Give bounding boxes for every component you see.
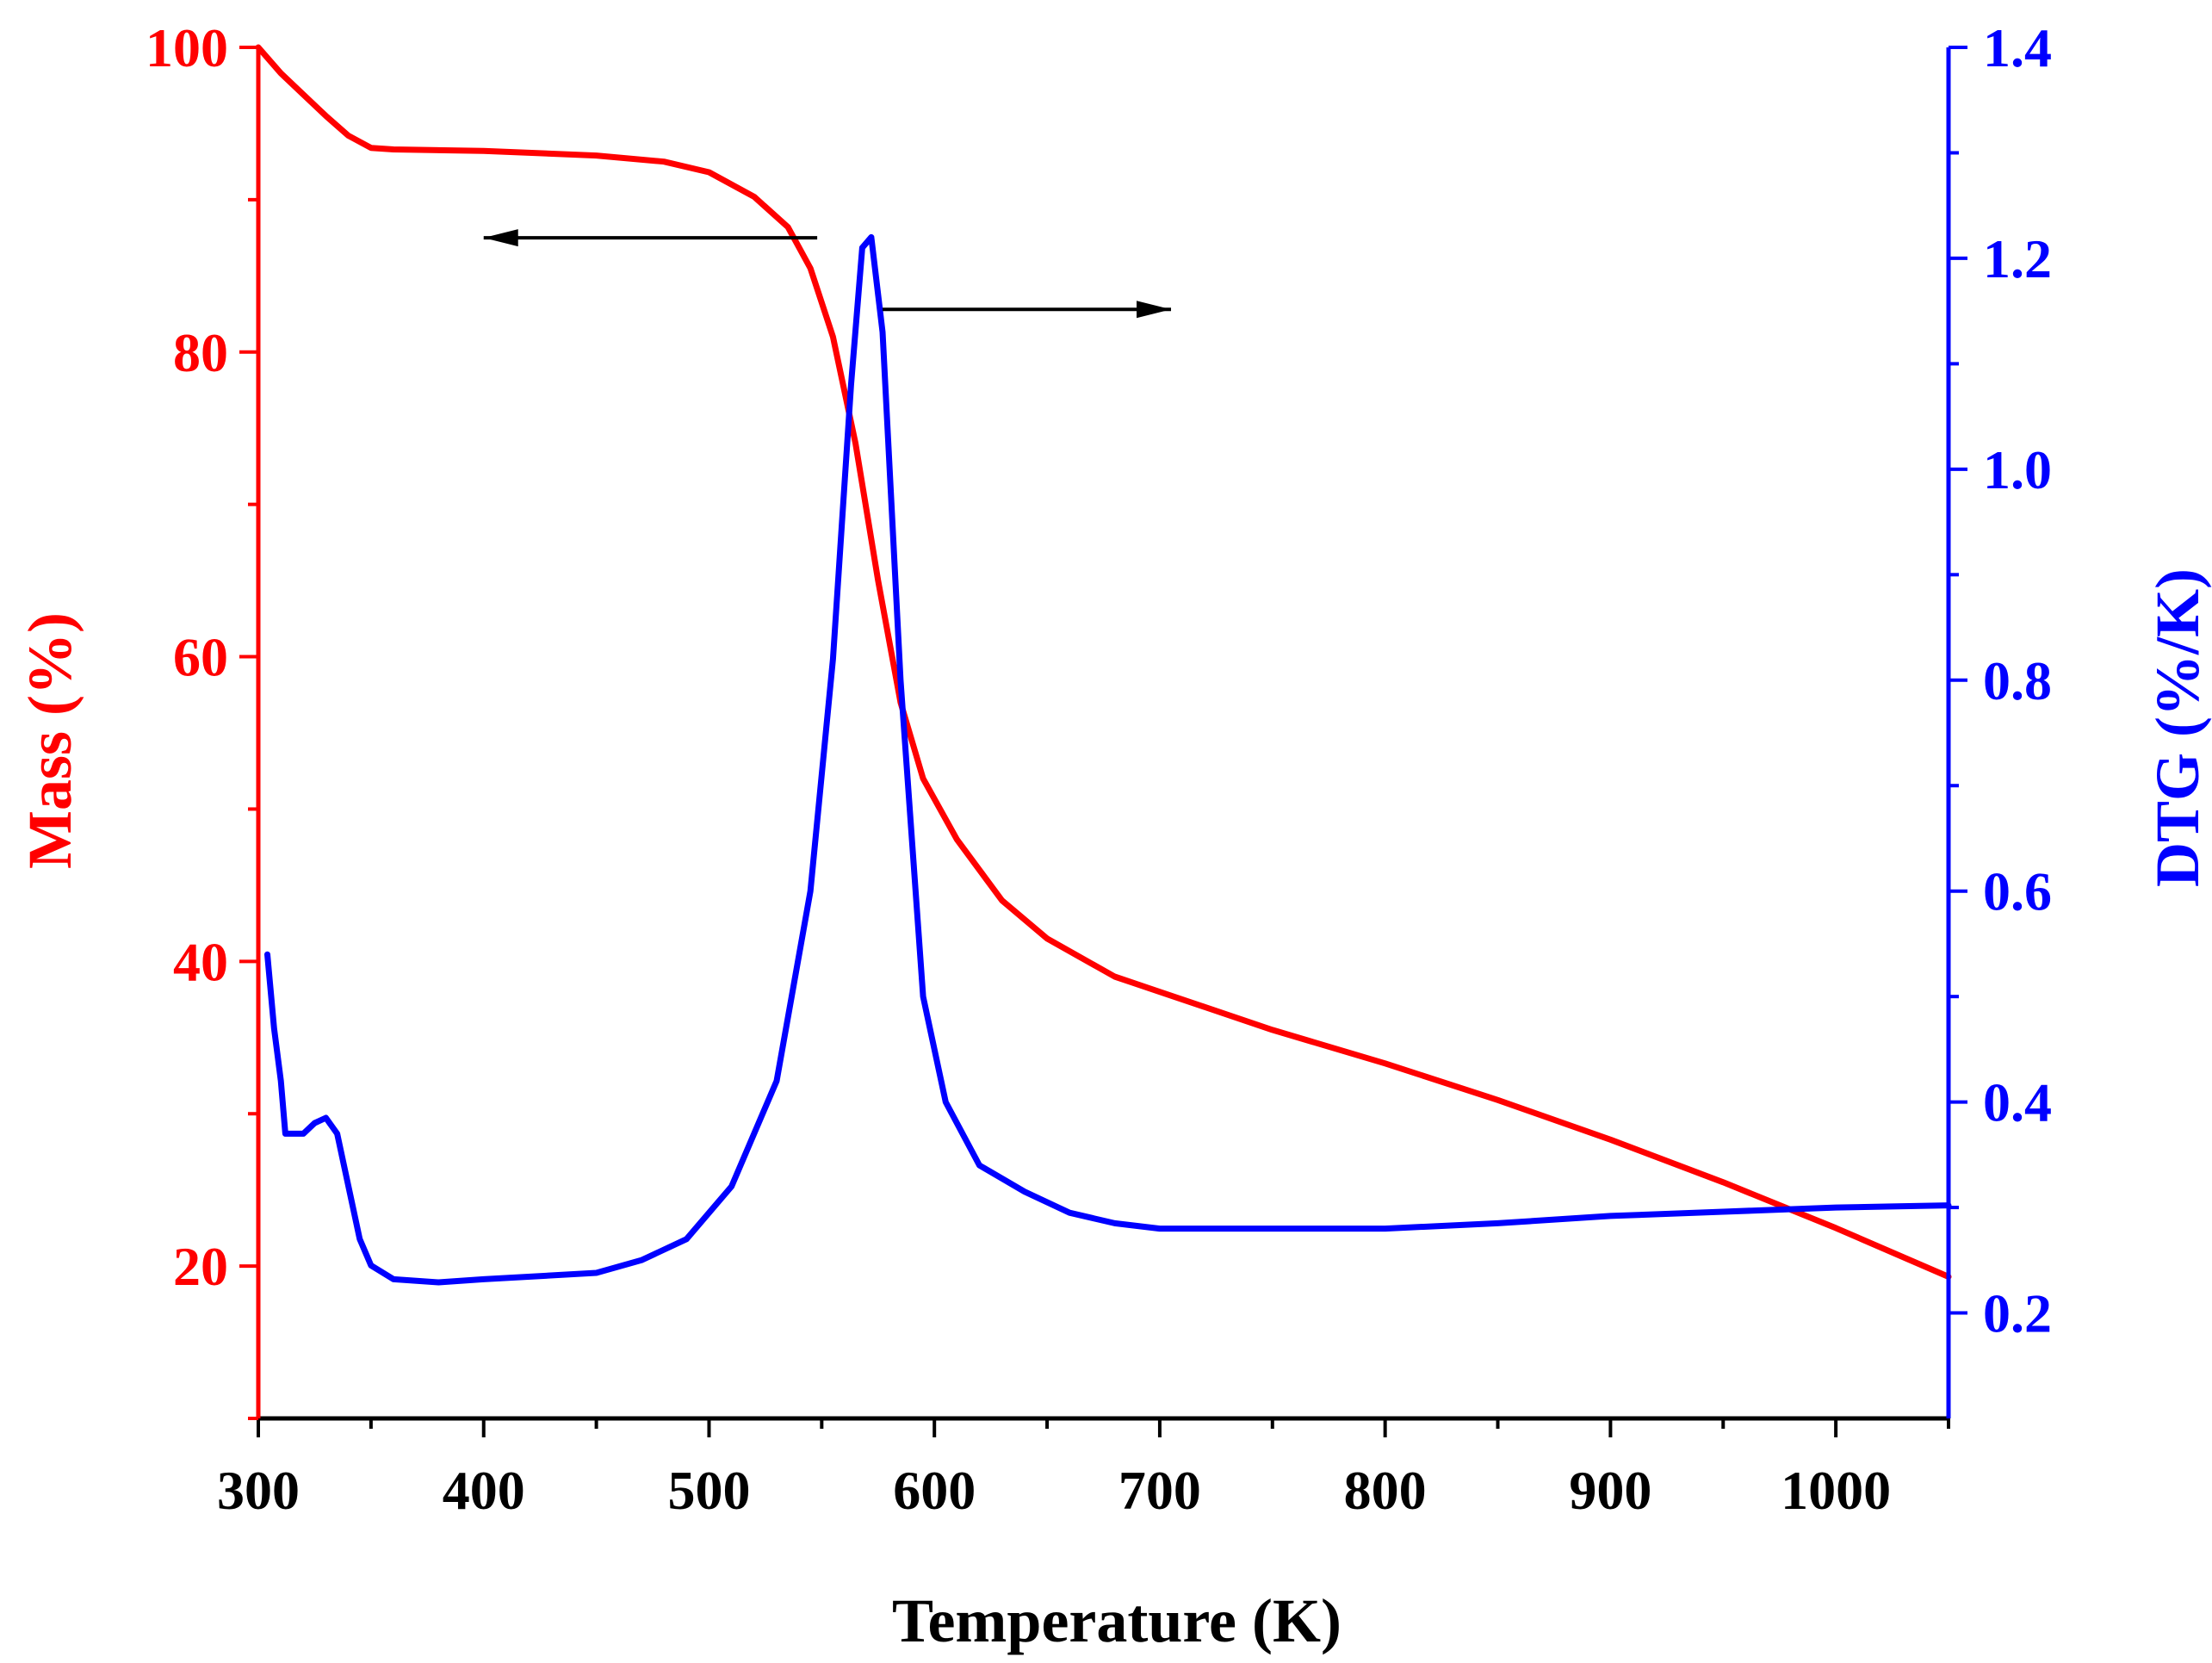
x-axis-title: Temperature (K) — [892, 1586, 1341, 1655]
x-tick-label: 800 — [1344, 1460, 1427, 1521]
axes: 300 400 500 600 700 800 900 1000 20 40 60 80 100 0.… — [146, 17, 2052, 1521]
left-tick-label: 80 — [173, 322, 228, 383]
left-axis-ticks: 20 40 60 80 100 — [146, 17, 258, 1420]
right-tick-label: 0.2 — [1983, 1283, 2052, 1344]
x-tick-label: 300 — [217, 1460, 300, 1521]
right-tick-label: 0.6 — [1983, 861, 2052, 922]
left-y-axis-title: Mass (%) — [15, 612, 84, 869]
right-y-axis-title: DTG (%/K) — [2143, 568, 2212, 887]
x-axis-ticks: 300 400 500 600 700 800 900 1000 — [217, 1418, 1950, 1521]
dtg-curve — [264, 233, 1952, 1286]
right-tick-label: 0.8 — [1983, 650, 2052, 711]
right-tick-label: 1.2 — [1983, 228, 2052, 289]
x-tick-label: 1000 — [1781, 1460, 1891, 1521]
right-tick-label: 0.4 — [1983, 1072, 2052, 1133]
left-tick-label: 60 — [173, 627, 228, 688]
left-tick-label: 20 — [173, 1236, 228, 1297]
x-tick-label: 400 — [443, 1460, 525, 1521]
arrow-head-right — [1137, 301, 1172, 319]
x-tick-label: 600 — [893, 1460, 976, 1521]
annotation-arrows — [483, 229, 1172, 319]
x-tick-label: 900 — [1569, 1460, 1651, 1521]
mass-curve — [255, 44, 1952, 1280]
plot-area — [255, 44, 1952, 1286]
left-tick-label: 100 — [146, 17, 228, 78]
arrow-head-left — [483, 229, 518, 247]
x-tick-label: 700 — [1118, 1460, 1201, 1521]
right-tick-label: 1.4 — [1983, 17, 2052, 78]
x-tick-label: 500 — [667, 1460, 750, 1521]
right-axis-ticks: 0.2 0.4 0.6 0.8 1.0 1.2 1.4 — [1949, 17, 2052, 1344]
left-tick-label: 40 — [173, 931, 228, 992]
right-tick-label: 1.0 — [1983, 439, 2052, 500]
